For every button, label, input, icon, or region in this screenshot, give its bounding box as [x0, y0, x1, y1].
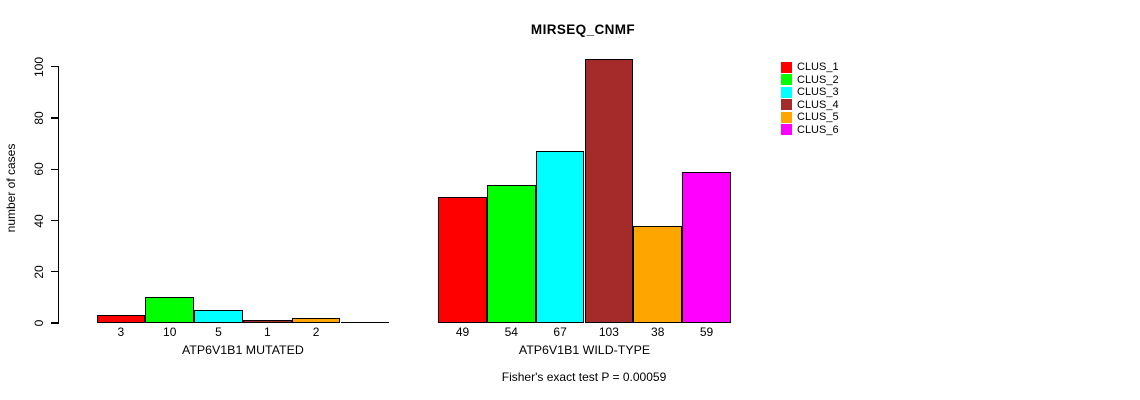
bar-clus_5-group	[291, 317, 341, 323]
legend-color-swatch-icon	[781, 61, 792, 73]
bar-clus_6-group	[682, 171, 731, 323]
bar-clus_1-group	[438, 197, 487, 323]
legend-item: CLUS_6	[781, 124, 839, 137]
y-axis-tick	[51, 66, 58, 68]
bar-clus_4-group	[242, 320, 292, 323]
bar-value-label: 49	[455, 324, 470, 339]
legend-item-label: CLUS_3	[797, 86, 839, 98]
bar-value-label: 5	[215, 324, 222, 339]
legend-color-swatch-icon	[781, 111, 792, 123]
bar-value-label: 38	[651, 324, 665, 339]
group-label: ATP6V1B1 WILD-TYPE	[518, 342, 651, 357]
legend-item: CLUS_4	[781, 99, 839, 112]
y-axis-tick	[51, 271, 58, 273]
y-axis-tick-label: 40	[32, 213, 46, 228]
bar-value-label: 54	[504, 324, 518, 339]
bar-value-label: 3	[117, 324, 125, 339]
legend-item-label: CLUS_1	[797, 61, 839, 73]
bar-clus_4-group	[584, 59, 634, 323]
legend-item-label: CLUS_5	[797, 111, 839, 123]
bar-value-label: 103	[598, 324, 619, 339]
group-label: ATP6V1B1 MUTATED	[181, 342, 304, 357]
legend-color-swatch-icon	[781, 99, 792, 111]
y-axis-tick	[51, 117, 58, 119]
y-axis-line	[57, 66, 59, 324]
legend: CLUS_1 CLUS_2 CLUS_3 CLUS_4 CLUS_5 CLUS_6	[781, 61, 839, 136]
bar-clus_6-group	[340, 321, 390, 323]
y-axis-tick	[51, 168, 58, 170]
legend-item: CLUS_3	[781, 86, 839, 99]
fisher-test-annotation: Fisher's exact test P = 0.00059	[501, 370, 667, 384]
legend-item-label: CLUS_6	[797, 123, 839, 136]
legend-color-swatch-icon	[781, 86, 792, 98]
y-axis-title: number of cases	[4, 143, 18, 233]
bar-value-label: 2	[312, 324, 320, 339]
legend-color-swatch-icon	[781, 74, 792, 86]
y-axis-tick-label: 20	[32, 265, 46, 279]
y-axis-tick-label: 60	[32, 162, 46, 176]
bar-clus_3-group	[194, 310, 243, 323]
y-axis-tick	[51, 219, 58, 222]
y-axis-tick-label: 0	[32, 319, 46, 327]
bar-value-label: 1	[263, 324, 271, 339]
bar-value-label: 59	[699, 324, 714, 339]
bar-clus_2-group	[145, 297, 195, 323]
bar-value-label: 67	[553, 324, 567, 339]
y-axis-tick	[51, 322, 58, 324]
legend-item: CLUS_5	[781, 111, 839, 124]
legend-item-label: CLUS_4	[797, 98, 839, 111]
legend-item: CLUS_1	[781, 61, 839, 74]
y-axis-tick-label: 80	[32, 111, 46, 125]
bar-clus_1-group	[96, 315, 146, 323]
bar-value-label: 10	[163, 324, 177, 339]
y-axis-tick-label: 100	[32, 56, 46, 77]
chart-title: MIRSEQ_CNMF	[530, 22, 636, 37]
legend-item-label: CLUS_2	[797, 73, 839, 86]
bar-clus_5-group	[633, 225, 683, 323]
bar-clus_2-group	[486, 184, 536, 323]
legend-color-swatch-icon	[781, 124, 792, 136]
bar-clus_3-group	[535, 151, 585, 323]
legend-item: CLUS_2	[781, 74, 839, 87]
